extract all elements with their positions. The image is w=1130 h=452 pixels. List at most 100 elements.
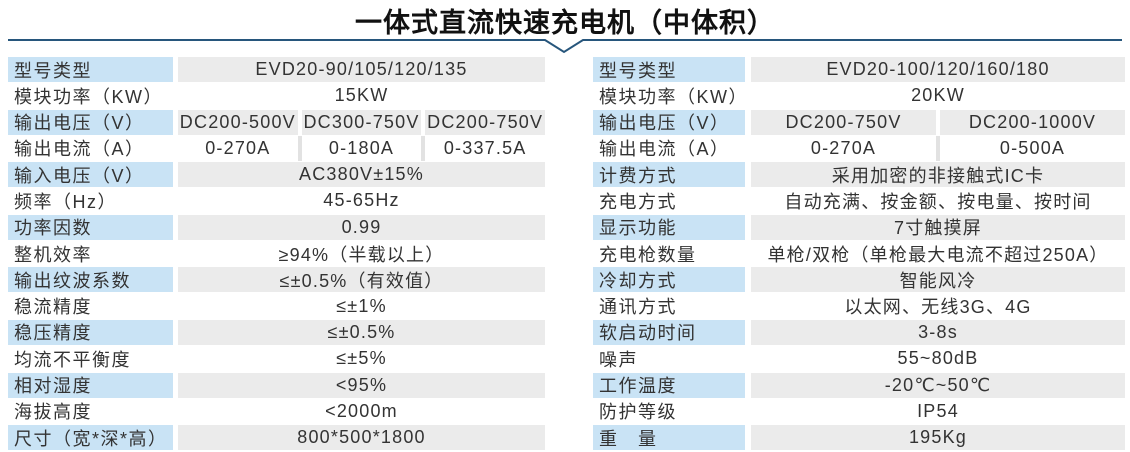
spec-row: 软启动时间 3-8s xyxy=(593,319,1125,345)
cell-divider xyxy=(297,109,302,135)
spec-value: 45-65Hz xyxy=(178,188,545,214)
spec-value-group: 0.99 xyxy=(178,214,545,240)
spec-value: 0-270A xyxy=(178,135,298,161)
spec-value-group: IP54 xyxy=(751,398,1125,424)
spec-row: 冷却方式 智能风冷 xyxy=(593,267,1125,293)
spec-value-group: <2000m xyxy=(178,398,545,424)
spec-row: 型号类型 EVD20-90/105/120/135 xyxy=(8,57,545,82)
spec-label: 相对湿度 xyxy=(8,372,173,398)
spec-row: 输入电压（V） AC380V±15% xyxy=(8,162,545,188)
spec-value: 20KW xyxy=(751,83,1125,109)
spec-value: EVD20-100/120/160/180 xyxy=(751,57,1125,82)
spec-value: 0-500A xyxy=(940,135,1125,161)
spec-row: 显示功能 7寸触摸屏 xyxy=(593,214,1125,240)
spec-row: 重 量 195Kg xyxy=(593,425,1125,451)
spec-value-group: -20℃~50℃ xyxy=(751,372,1125,398)
spec-value: DC200-750V xyxy=(751,109,936,135)
spec-value-group: 7寸触摸屏 xyxy=(751,214,1125,240)
cell-divider xyxy=(936,135,940,161)
spec-row: 噪声 55~80dB xyxy=(593,346,1125,372)
spec-value-group: 45-65Hz xyxy=(178,188,545,214)
spec-value-group: 195Kg xyxy=(751,425,1125,451)
spec-value-group: 采用加密的非接触式IC卡 xyxy=(751,162,1125,188)
spec-row: 海拔高度 <2000m xyxy=(8,398,545,424)
spec-value: 55~80dB xyxy=(751,346,1125,372)
spec-value: 0.99 xyxy=(178,214,545,240)
spec-value-group: 自动充满、按金额、按电量、按时间 xyxy=(751,188,1125,214)
spec-value-group: ≤±0.5%（有效值） xyxy=(178,267,545,293)
spec-value-group: ≤±1% xyxy=(178,293,545,319)
spec-label: 防护等级 xyxy=(593,398,745,424)
spec-row: 充电枪数量 单枪/双枪（单枪最大电流不超过250A） xyxy=(593,241,1125,267)
spec-label: 噪声 xyxy=(593,346,745,372)
spec-value-group: 20KW xyxy=(751,83,1125,109)
spec-value-group: 0-270A 0-180A 0-337.5A xyxy=(178,135,546,161)
spec-value: 15KW xyxy=(178,83,545,109)
spec-value: 3-8s xyxy=(751,319,1125,345)
spec-label: 输出电流（A） xyxy=(593,135,745,161)
spec-value: ≤±0.5%（有效值） xyxy=(178,267,545,293)
spec-value-group: DC200-500V DC300-750V DC200-750V xyxy=(178,109,546,135)
spec-label: 输出电压（V） xyxy=(8,109,173,135)
spec-row: 输出电压（V） DC200-750V DC200-1000V xyxy=(593,109,1125,135)
spec-row: 稳流精度 ≤±1% xyxy=(8,293,545,319)
spec-value: 0-270A xyxy=(751,135,936,161)
spec-value-group: 0-270A 0-500A xyxy=(751,135,1125,161)
spec-value: 自动充满、按金额、按电量、按时间 xyxy=(751,188,1125,214)
spec-table-20kw: 型号类型 EVD20-100/120/160/180 模块功率（KW） 20KW 输出电… xyxy=(593,57,1125,451)
spec-value: 7寸触摸屏 xyxy=(751,214,1125,240)
spec-value: <95% xyxy=(178,372,545,398)
spec-row: 功率因数 0.99 xyxy=(8,214,545,240)
spec-label: 型号类型 xyxy=(593,57,745,82)
spec-row: 输出电流（A） 0-270A 0-180A 0-337.5A xyxy=(8,135,546,161)
spec-value: ≤±1% xyxy=(178,293,545,319)
spec-row: 防护等级 IP54 xyxy=(593,398,1125,424)
spec-label: 稳流精度 xyxy=(8,293,173,319)
spec-value-group: AC380V±15% xyxy=(178,162,545,188)
spec-label: 频率（Hz） xyxy=(8,188,173,214)
spec-value: 智能风冷 xyxy=(751,267,1125,293)
spec-value-group: ≤±0.5% xyxy=(178,319,545,345)
spec-value: 采用加密的非接触式IC卡 xyxy=(751,162,1125,188)
spec-value: DC300-750V xyxy=(301,109,422,135)
spec-value-group: ≤±5% xyxy=(178,346,545,372)
spec-value: DC200-500V xyxy=(178,109,298,135)
spec-label: 尺寸（宽*深*高） xyxy=(8,425,173,451)
spec-label: 海拔高度 xyxy=(8,398,173,424)
spec-value-group: <95% xyxy=(178,372,545,398)
spec-row: 通讯方式 以太网、无线3G、4G xyxy=(593,293,1125,319)
spec-value-group: 15KW xyxy=(178,83,545,109)
spec-table-15kw: 型号类型 EVD20-90/105/120/135 模块功率（KW） 15KW 输出电压… xyxy=(8,57,546,451)
spec-row: 型号类型 EVD20-100/120/160/180 xyxy=(593,57,1125,82)
spec-value: 0-180A xyxy=(301,135,422,161)
spec-label: 充电枪数量 xyxy=(593,241,745,267)
spec-value: <2000m xyxy=(178,398,545,424)
spec-row: 输出纹波系数 ≤±0.5%（有效值） xyxy=(8,267,545,293)
spec-value-group: 3-8s xyxy=(751,319,1125,345)
spec-value: -20℃~50℃ xyxy=(751,372,1125,398)
spec-value: ≤±5% xyxy=(178,346,545,372)
spec-label: 功率因数 xyxy=(8,214,173,240)
spec-label: 输出电流（A） xyxy=(8,135,173,161)
spec-label: 充电方式 xyxy=(593,188,745,214)
spec-row: 均流不平衡度 ≤±5% xyxy=(8,346,545,372)
spec-value-group: 800*500*1800 xyxy=(178,425,545,451)
spec-row: 频率（Hz） 45-65Hz xyxy=(8,188,545,214)
spec-label: 输入电压（V） xyxy=(8,162,173,188)
spec-row: 输出电压（V） DC200-500V DC300-750V DC200-750V xyxy=(8,109,546,135)
spec-label: 输出纹波系数 xyxy=(8,267,173,293)
spec-label: 重 量 xyxy=(593,425,745,451)
spec-value: AC380V±15% xyxy=(178,162,545,188)
spec-row: 尺寸（宽*深*高） 800*500*1800 xyxy=(8,425,545,451)
spec-row: 相对湿度 <95% xyxy=(8,372,545,398)
spec-row: 输出电流（A） 0-270A 0-500A xyxy=(593,135,1125,161)
spec-row: 模块功率（KW） 20KW xyxy=(593,83,1125,109)
spec-value: IP54 xyxy=(751,398,1125,424)
cell-divider xyxy=(297,135,302,161)
cell-divider xyxy=(421,135,426,161)
spec-value: EVD20-90/105/120/135 xyxy=(178,57,545,82)
spec-value-group: EVD20-90/105/120/135 xyxy=(178,57,545,82)
spec-value: ≥94%（半载以上） xyxy=(178,241,545,267)
spec-value-group: DC200-750V DC200-1000V xyxy=(751,109,1125,135)
